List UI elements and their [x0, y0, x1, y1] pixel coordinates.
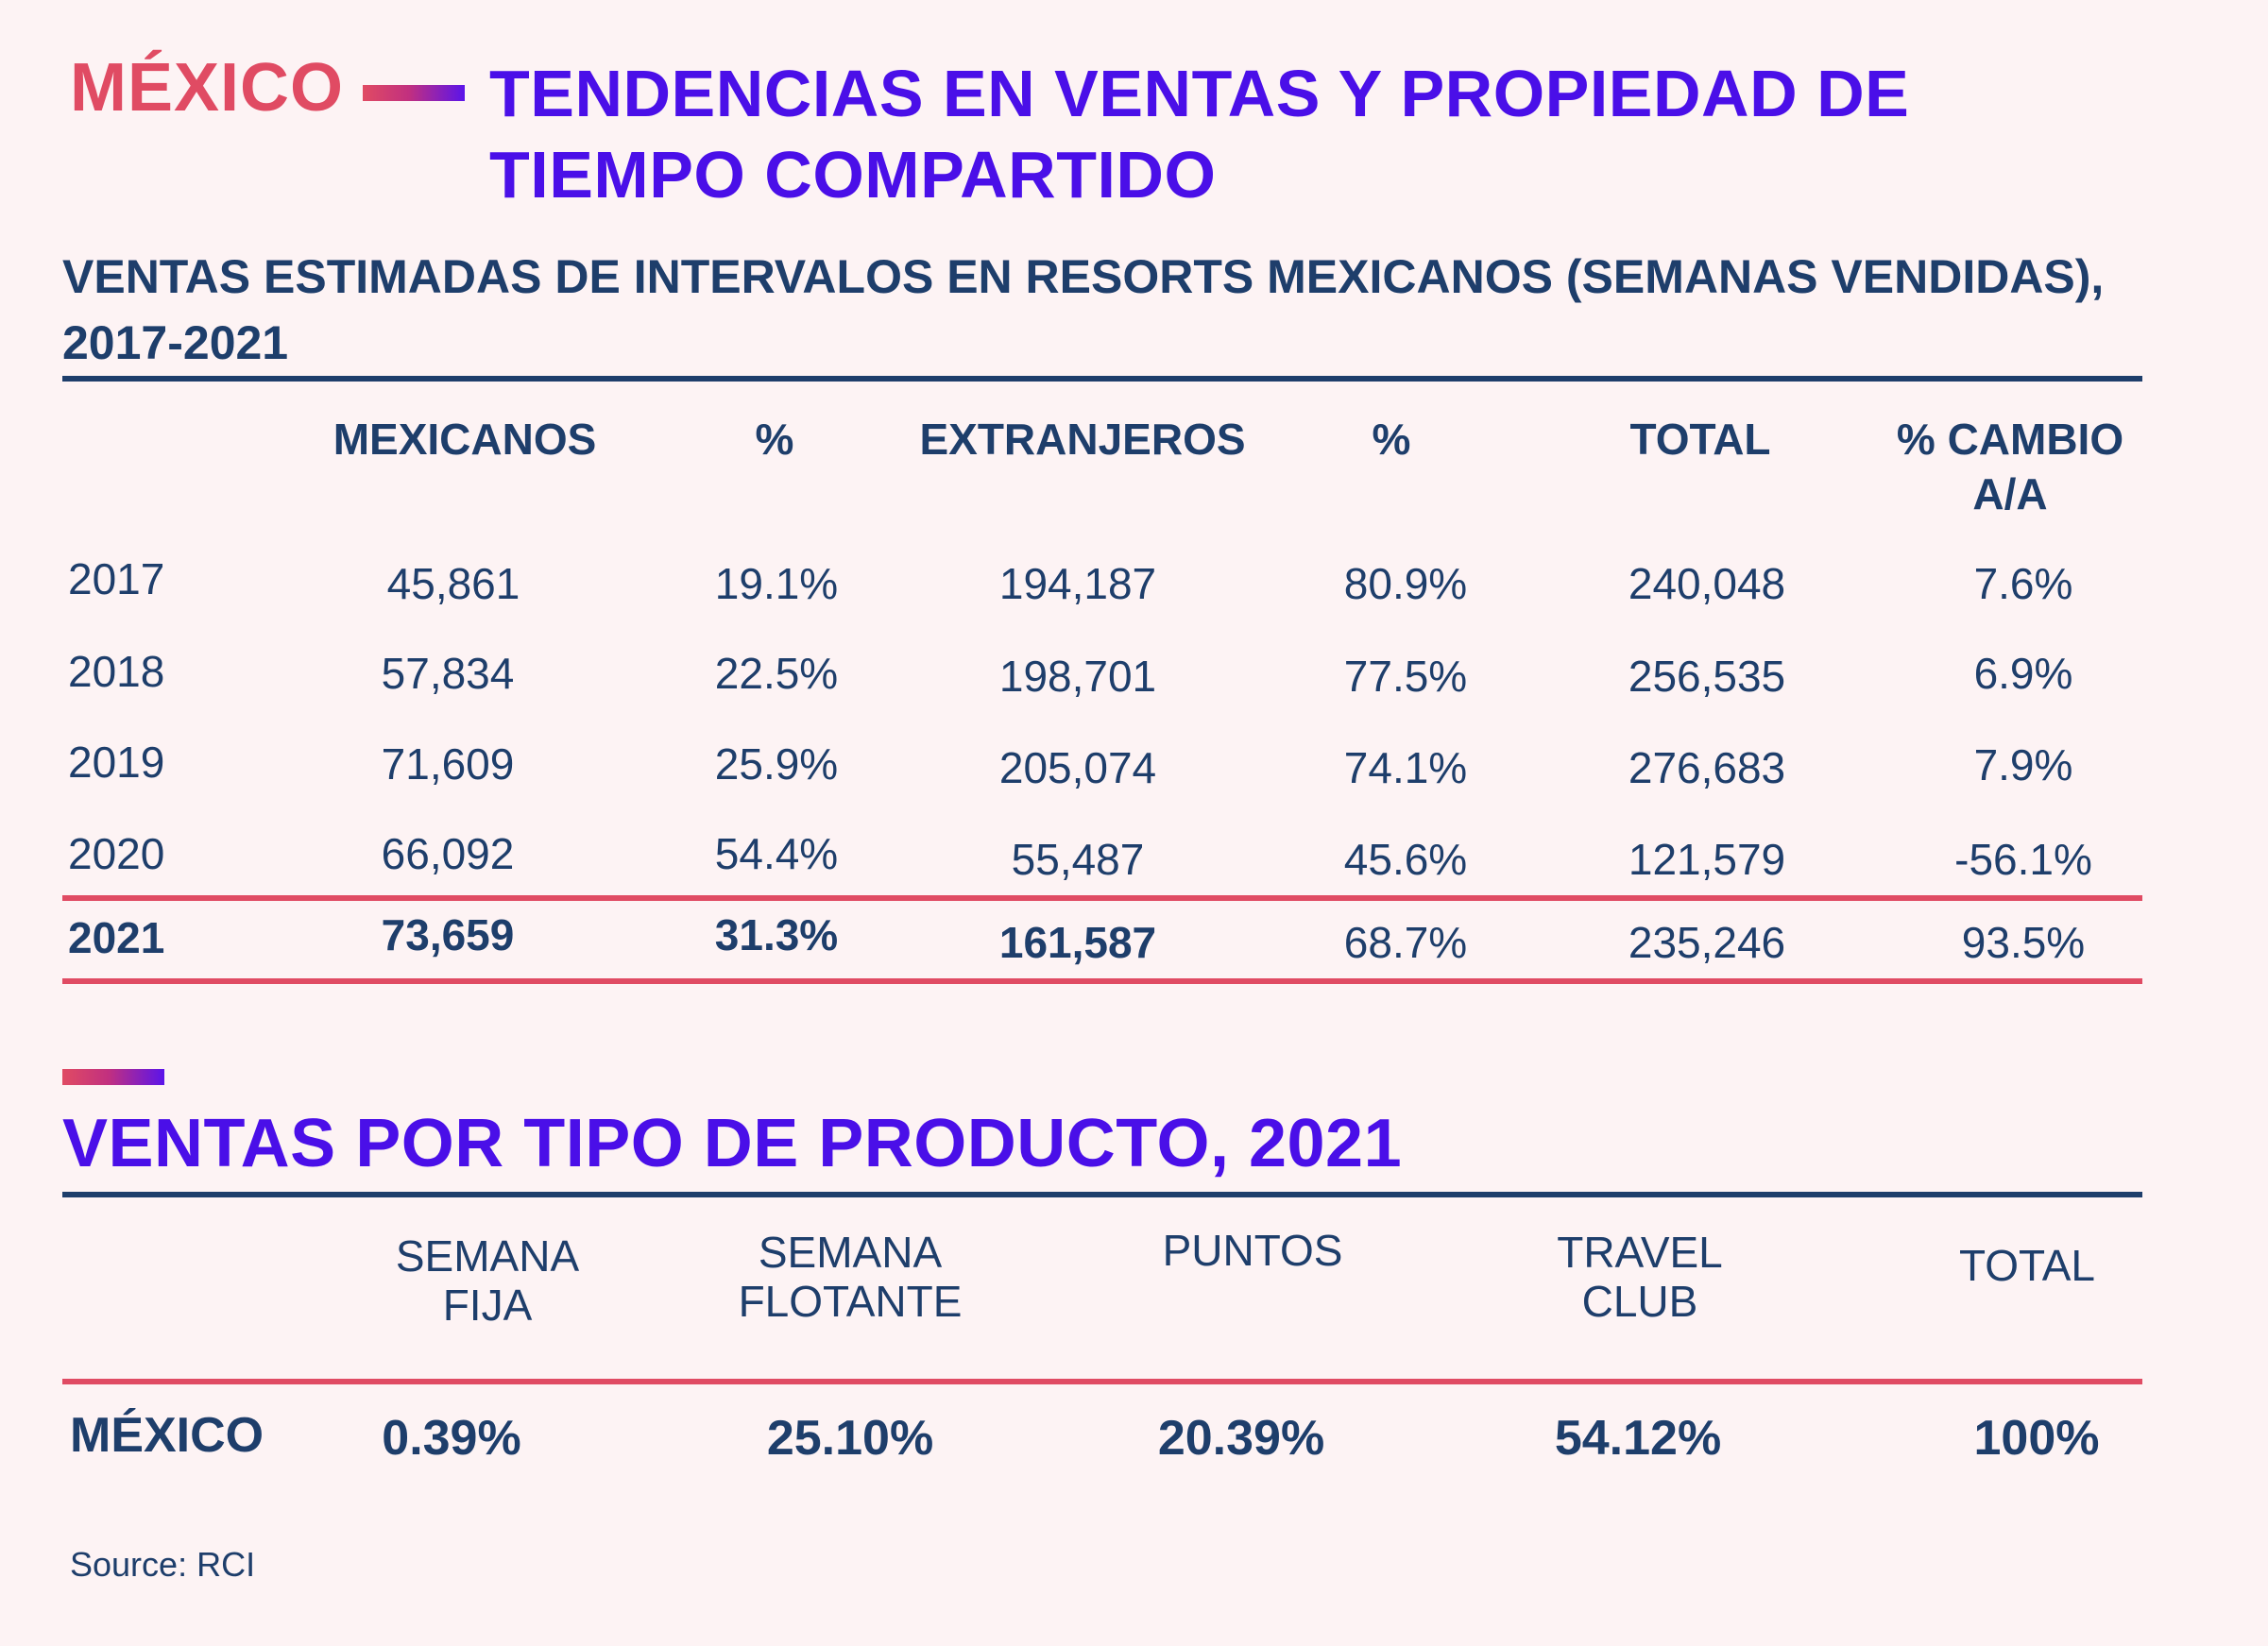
- header-percent-ext: %: [1372, 415, 1411, 464]
- row-total: 240,048: [1628, 559, 1786, 608]
- value-semana-flotante: 25.10%: [766, 1411, 934, 1466]
- row-year: 2020: [68, 829, 165, 878]
- row-cambio: 93.5%: [1961, 918, 2086, 967]
- row-percent-ext: 77.5%: [1343, 652, 1468, 701]
- row-percent-ext: 80.9%: [1343, 559, 1468, 608]
- row-percent-ext: 74.1%: [1343, 743, 1468, 792]
- accent-bar: [363, 85, 465, 101]
- header-mexicanos: MEXICANOS: [333, 415, 597, 464]
- table2-divider-rule: [62, 1379, 2142, 1384]
- table2-top-rule: [62, 1192, 2142, 1197]
- row-year: 2017: [68, 554, 165, 603]
- row-extranjeros: 161,587: [998, 918, 1157, 967]
- header-semana-fija: SEMANA FIJA: [395, 1231, 580, 1330]
- row-total: 235,246: [1628, 918, 1786, 967]
- page-title: TENDENCIAS EN VENTAS Y PROPIEDAD DE TIEM…: [489, 57, 1910, 212]
- row-extranjeros: 55,487: [1011, 835, 1145, 884]
- value-travel-club: 54.12%: [1554, 1411, 1722, 1466]
- row-mexicanos: 71,609: [381, 739, 515, 789]
- row-extranjeros: 194,187: [998, 559, 1157, 608]
- row-mexicanos: 57,834: [381, 649, 515, 698]
- row-mexicanos: 73,659: [381, 910, 515, 959]
- header-total: TOTAL: [1629, 415, 1771, 464]
- row-percent-ext: 68.7%: [1343, 918, 1468, 967]
- row-year: 2018: [68, 647, 165, 696]
- row-cambio: 7.6%: [1973, 559, 2073, 608]
- header-puntos: PUNTOS: [1162, 1226, 1343, 1275]
- table1-bottom-rule: [62, 978, 2142, 984]
- row-percent-mex: 19.1%: [714, 559, 839, 608]
- row-year: 2019: [68, 738, 165, 787]
- header-semana-flotante: SEMANA FLOTANTE: [738, 1228, 963, 1326]
- row-mexicanos: 45,861: [386, 559, 520, 608]
- row-year: 2021: [68, 913, 165, 962]
- row-extranjeros: 198,701: [998, 652, 1157, 701]
- row-cambio: 7.9%: [1973, 740, 2073, 789]
- header-travel-club: TRAVEL CLUB: [1557, 1228, 1723, 1326]
- header-cambio: % CAMBIO A/A: [1896, 415, 2124, 518]
- row-cambio: -56.1%: [1954, 835, 2092, 884]
- row-label: MÉXICO: [70, 1408, 264, 1463]
- country-label: MÉXICO: [70, 50, 345, 126]
- value-total: 100%: [1973, 1411, 2100, 1466]
- table1-title: VENTAS ESTIMADAS DE INTERVALOS EN RESORT…: [62, 250, 2105, 369]
- row-total: 276,683: [1628, 743, 1786, 792]
- row-percent-mex: 25.9%: [714, 739, 839, 789]
- accent-bar: [62, 1069, 164, 1085]
- header-extranjeros: EXTRANJEROS: [919, 415, 1246, 464]
- table1-highlight-top-rule: [62, 895, 2142, 901]
- value-semana-fija: 0.39%: [382, 1411, 521, 1466]
- row-percent-mex: 31.3%: [714, 910, 839, 959]
- table2-title: VENTAS POR TIPO DE PRODUCTO, 2021: [62, 1106, 1403, 1181]
- row-percent-mex: 22.5%: [714, 649, 839, 698]
- header-total: TOTAL: [1959, 1241, 2095, 1290]
- table1-top-rule: [62, 376, 2142, 382]
- row-extranjeros: 205,074: [998, 743, 1157, 792]
- row-total: 121,579: [1628, 835, 1786, 884]
- row-mexicanos: 66,092: [381, 829, 515, 878]
- header-percent-mex: %: [755, 415, 794, 464]
- source-note: Source: RCI: [70, 1545, 256, 1584]
- row-percent-mex: 54.4%: [714, 829, 839, 878]
- row-percent-ext: 45.6%: [1343, 835, 1468, 884]
- row-total: 256,535: [1628, 652, 1786, 701]
- row-cambio: 6.9%: [1973, 649, 2073, 698]
- value-puntos: 20.39%: [1157, 1411, 1325, 1466]
